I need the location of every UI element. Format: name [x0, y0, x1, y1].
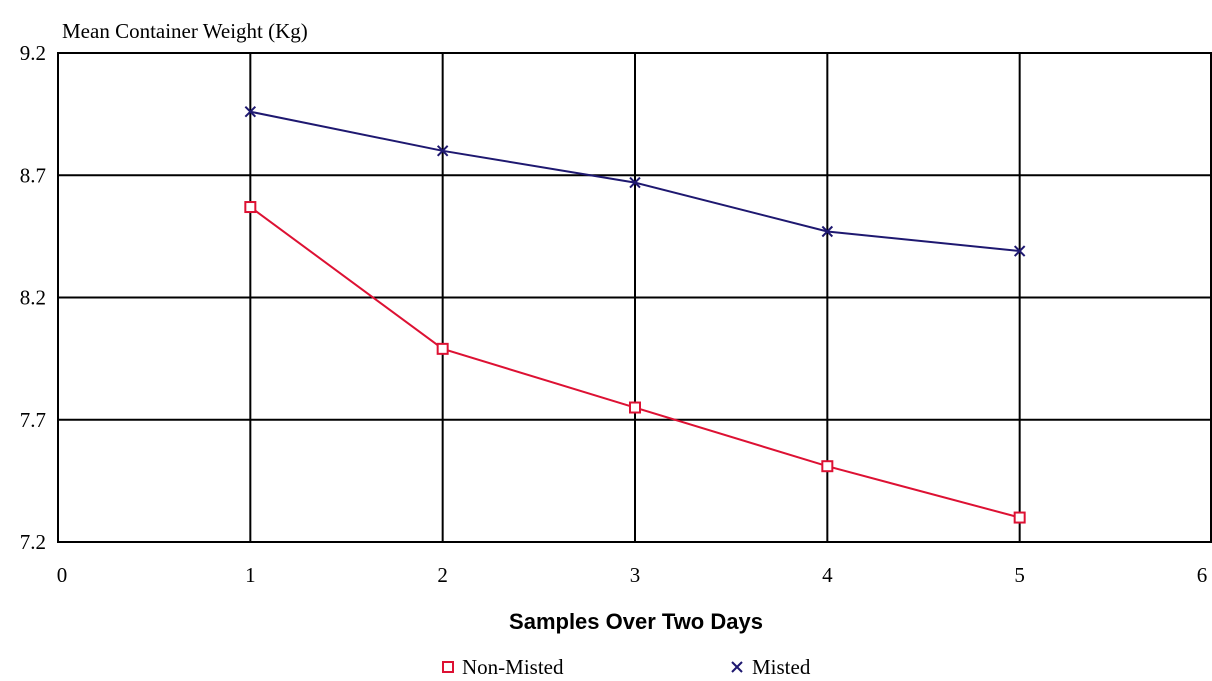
x-tick-label: 0: [57, 563, 68, 587]
data-point-non-misted: [436, 342, 449, 355]
x-stroke: [436, 145, 449, 157]
x-tick-label: 3: [630, 563, 641, 587]
data-point-misted: [821, 225, 834, 238]
x-tick-label: 1: [245, 563, 256, 587]
legend-marker-non-misted: [442, 661, 454, 673]
x-tick-label: 6: [1197, 563, 1208, 587]
legend-item-non-misted: Non-Misted: [442, 655, 564, 679]
legend-label-non-misted: Non-Misted: [462, 655, 564, 679]
x-tick-label: 5: [1014, 563, 1025, 587]
data-point-non-misted: [629, 401, 641, 414]
y-tick-label: 8.7: [20, 163, 46, 187]
data-point-misted: [436, 145, 449, 157]
x-stroke: [244, 105, 257, 118]
legend-label-misted: Misted: [752, 655, 811, 679]
legend-item-misted: Misted: [731, 655, 811, 679]
data-point-misted: [244, 105, 257, 118]
y-axis-label: Mean Container Weight (Kg): [62, 19, 308, 43]
data-point-misted: [1013, 245, 1026, 257]
x-stroke: [821, 225, 834, 238]
data-point-non-misted: [821, 460, 834, 473]
tick-labels: 0 1 2 3 4 5 6 9.2 8.7 8.2 7.7 7.2: [20, 41, 1208, 587]
legend-marker-misted: [731, 661, 743, 673]
data-point-non-misted: [1013, 511, 1026, 524]
x-stroke: [731, 661, 743, 673]
y-tick-label: 8.2: [20, 286, 46, 310]
data-point-non-misted: [244, 201, 257, 214]
x-axis-label: Samples Over Two Days: [509, 609, 763, 634]
grid: [57, 52, 1212, 543]
x-stroke: [1013, 245, 1026, 257]
series-markers: [244, 105, 1026, 524]
x-tick-label: 4: [822, 563, 833, 587]
y-tick-label: 7.2: [20, 530, 46, 554]
data-point-misted: [629, 176, 641, 189]
y-tick-label: 7.7: [20, 408, 46, 432]
x-stroke: [629, 176, 641, 189]
legend: Non-Misted Misted: [442, 655, 811, 679]
x-tick-label: 2: [437, 563, 448, 587]
y-tick-label: 9.2: [20, 41, 46, 65]
